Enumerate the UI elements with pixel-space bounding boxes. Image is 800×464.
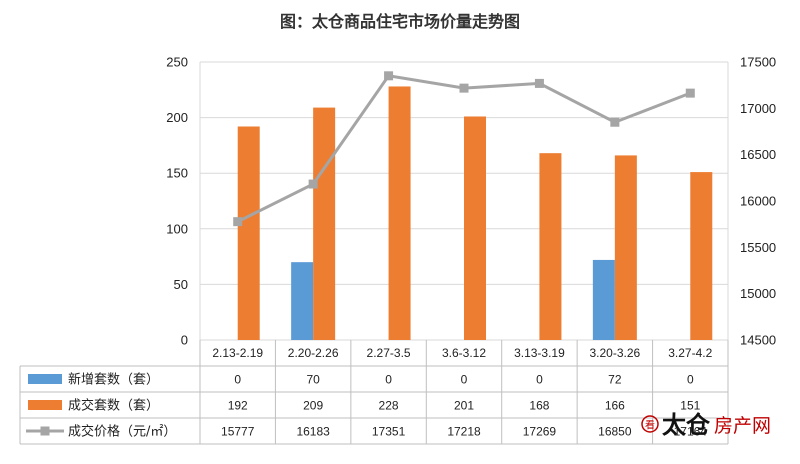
bar-sold-units <box>690 172 713 340</box>
price-marker <box>610 117 620 127</box>
price-line <box>233 71 695 227</box>
table-cell-value: 166 <box>605 399 625 413</box>
table-cell-value: 0 <box>536 373 543 387</box>
watermark-brand: 太仓 <box>662 411 711 439</box>
price-marker <box>308 179 318 189</box>
price-marker <box>685 88 695 98</box>
table-cell-value: 0 <box>385 373 392 387</box>
bar-new-units <box>592 259 615 340</box>
y-right-tick-label: 16500 <box>740 147 776 162</box>
table-cell-value: 192 <box>228 399 248 413</box>
y-left-tick-label: 50 <box>174 277 188 292</box>
watermark-char: 看 <box>645 419 655 432</box>
watermark-suffix: 房产网 <box>714 415 771 437</box>
legend-swatch-sold-units <box>28 400 62 410</box>
table-cell-value: 0 <box>687 373 694 387</box>
x-category-label: 2.27-3.5 <box>367 346 411 360</box>
y-left-tick-label: 0 <box>181 333 188 348</box>
y-right-tick-label: 17000 <box>740 101 776 116</box>
y-right-tick-label: 14500 <box>740 333 776 348</box>
y-left-tick-label: 250 <box>166 55 188 70</box>
table-cell-value: 151 <box>680 399 700 413</box>
table-cell-value: 209 <box>303 399 323 413</box>
axes: 0 50 100 150 200 250 14500 15000 15500 16000 16500… <box>166 55 776 348</box>
bar-sold-units <box>614 155 637 340</box>
bar-new-units <box>291 262 314 340</box>
table-cell-value: 70 <box>306 373 320 387</box>
table-cell-value: 17351 <box>372 425 406 439</box>
table-cell-value: 17218 <box>447 425 481 439</box>
x-category-label: 3.6-3.12 <box>442 346 486 360</box>
price-marker <box>534 78 544 88</box>
y-left-tick-label: 100 <box>166 221 188 236</box>
table-cell-value: 17164 <box>674 425 708 439</box>
price-marker <box>233 217 243 227</box>
table-cell-value: 16850 <box>598 425 632 439</box>
bar-sold-units <box>539 153 562 340</box>
x-category-label: 2.13-2.19 <box>212 346 263 360</box>
data-table: 2.13-2.19 2.20-2.26 2.27-3.5 3.6-3.12 3.13-3… <box>19 340 729 445</box>
y-right-tick-label: 15000 <box>740 286 776 301</box>
table-cell-value: 168 <box>529 399 549 413</box>
legend-label: 成交套数（套） <box>68 398 159 414</box>
table-cell-value: 15777 <box>221 425 255 439</box>
table-cell-value: 72 <box>608 373 622 387</box>
table-cell-value: 201 <box>454 399 474 413</box>
price-marker <box>459 83 469 93</box>
table-cell-value: 0 <box>461 373 468 387</box>
y-left-tick-label: 200 <box>166 110 188 125</box>
bars <box>237 86 713 341</box>
chart-title: 图：太仓商品住宅市场价量走势图 <box>279 12 520 31</box>
y-right-tick-label: 15500 <box>740 240 776 255</box>
legend-swatch-price-marker <box>40 426 50 436</box>
table-cell-value: 228 <box>379 399 399 413</box>
x-category-label: 2.20-2.26 <box>288 346 339 360</box>
legend-swatch-new-units <box>28 374 62 384</box>
watermark-logo: 看 太仓 房产网 <box>640 404 790 444</box>
legend-label: 成交价格（元/㎡） <box>68 424 176 440</box>
bar-sold-units <box>313 107 336 340</box>
y-right-tick-label: 16000 <box>740 194 776 209</box>
bar-sold-units <box>388 86 411 341</box>
bar-sold-units <box>237 126 260 340</box>
bar-sold-units <box>464 116 486 340</box>
y-left-tick-label: 150 <box>166 166 188 181</box>
x-category-label: 3.20-3.26 <box>589 346 640 360</box>
table-cell-value: 16183 <box>296 425 330 439</box>
legend-label: 新增套数（套） <box>68 372 159 388</box>
x-category-label: 3.27-4.2 <box>668 346 712 360</box>
x-category-label: 3.13-3.19 <box>514 346 565 360</box>
table-cell-value: 0 <box>234 373 241 387</box>
price-marker <box>384 71 394 81</box>
y-right-tick-label: 17500 <box>740 55 776 70</box>
table-cell-value: 17269 <box>523 425 557 439</box>
